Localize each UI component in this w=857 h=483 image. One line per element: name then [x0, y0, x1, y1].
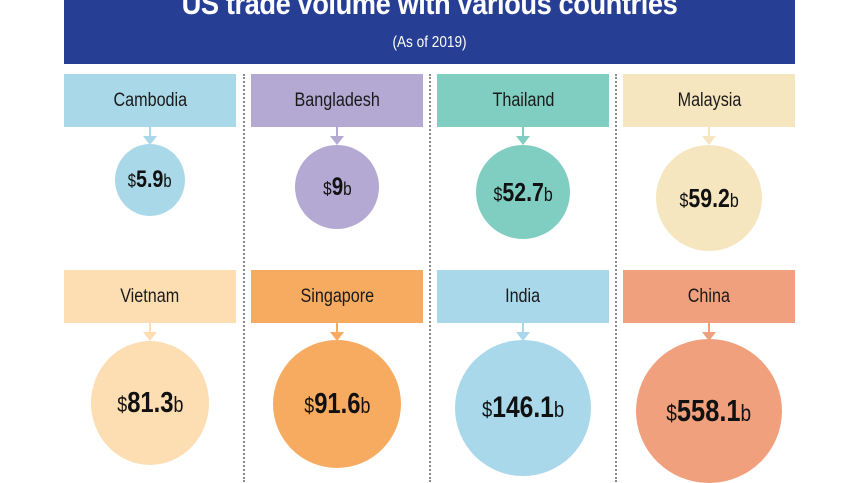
unit-suffix: b [729, 189, 739, 212]
unit-suffix: b [342, 177, 352, 199]
value-number: 9 [331, 172, 343, 201]
value-bubble-vietnam: $81.3b [91, 341, 209, 465]
column-divider [429, 74, 431, 482]
arrow-down-icon [516, 136, 530, 145]
arrow-down-icon [143, 136, 157, 145]
connector-line [708, 323, 710, 333]
connector-line [336, 127, 338, 137]
chart-title: US trade volume with various countries [181, 0, 678, 21]
value-bubble-cambodia: $5.9b [115, 144, 185, 216]
value-number: 59.2 [688, 182, 730, 213]
country-label-vietnam: Vietnam [64, 270, 236, 323]
unit-suffix: b [163, 171, 172, 191]
country-name: India [505, 285, 541, 307]
value-bubble-malaysia: $59.2b [656, 145, 762, 251]
value-bubble-india: $146.1b [455, 340, 591, 476]
unit-suffix: b [740, 400, 752, 426]
connector-line [336, 323, 338, 333]
unit-suffix: b [553, 397, 565, 422]
chart-subtitle: (As of 2019) [392, 34, 467, 51]
value-label: $52.7b [493, 177, 552, 208]
value-label: $5.9b [128, 166, 172, 194]
value-number: 5.9 [136, 166, 164, 193]
arrow-down-icon [330, 136, 344, 145]
value-number: 146.1 [492, 391, 554, 424]
currency-symbol: $ [303, 392, 314, 418]
value-bubble-singapore: $91.6b [273, 340, 401, 468]
country-name: Singapore [300, 285, 374, 307]
currency-symbol: $ [493, 183, 503, 206]
country-label-cambodia: Cambodia [64, 74, 236, 127]
column-divider [243, 74, 245, 482]
value-number: 81.3 [126, 386, 174, 419]
value-label: $91.6b [304, 388, 370, 421]
currency-symbol: $ [666, 400, 678, 426]
arrow-down-icon [516, 332, 530, 341]
country-label-india: India [437, 270, 609, 323]
value-label: $81.3b [117, 387, 183, 420]
value-number: 91.6 [313, 387, 361, 420]
connector-line [149, 323, 151, 333]
value-label: $558.1b [667, 393, 752, 429]
arrow-down-icon [143, 332, 157, 341]
country-label-thailand: Thailand [437, 74, 609, 127]
country-name: Malaysia [677, 89, 741, 111]
connector-line [522, 127, 524, 137]
arrow-down-icon [330, 332, 344, 341]
unit-suffix: b [360, 392, 371, 418]
currency-symbol: $ [128, 171, 137, 191]
country-name: Cambodia [113, 89, 187, 111]
currency-symbol: $ [116, 391, 127, 417]
country-label-china: China [623, 270, 795, 323]
value-number: 558.1 [677, 393, 741, 428]
currency-symbol: $ [481, 397, 493, 422]
connector-line [149, 127, 151, 137]
arrow-down-icon [702, 136, 716, 145]
value-bubble-bangladesh: $9b [295, 145, 379, 229]
value-label: $146.1b [482, 391, 564, 425]
value-bubble-thailand: $52.7b [476, 145, 570, 239]
connector-line [522, 323, 524, 333]
country-label-bangladesh: Bangladesh [251, 74, 423, 127]
value-number: 52.7 [502, 176, 544, 207]
country-name: Bangladesh [294, 89, 380, 111]
country-name: Thailand [492, 89, 554, 111]
value-label: $9b [323, 173, 352, 202]
title-banner: US trade volume with various countries (… [64, 0, 795, 64]
country-label-malaysia: Malaysia [623, 74, 795, 127]
value-bubble-china: $558.1b [636, 339, 782, 483]
connector-line [708, 127, 710, 137]
country-name: Vietnam [120, 285, 180, 307]
unit-suffix: b [543, 183, 553, 206]
arrow-down-icon [702, 332, 716, 341]
value-label: $59.2b [679, 183, 738, 214]
column-divider [615, 74, 617, 482]
currency-symbol: $ [322, 177, 332, 199]
currency-symbol: $ [679, 189, 689, 212]
country-label-singapore: Singapore [251, 270, 423, 323]
unit-suffix: b [173, 391, 184, 417]
country-name: China [687, 285, 731, 307]
